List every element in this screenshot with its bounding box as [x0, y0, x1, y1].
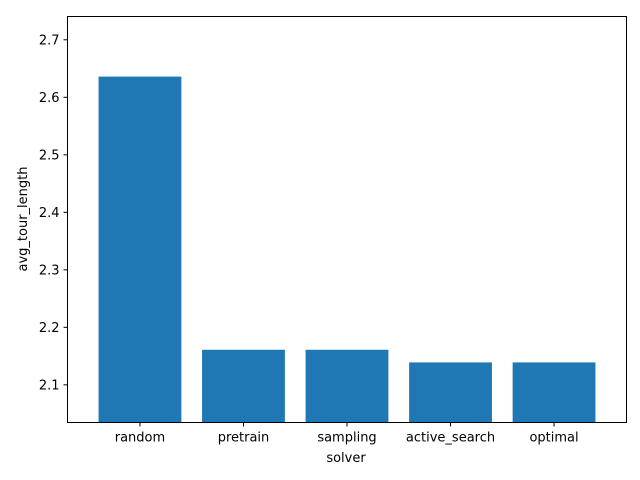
x-tick-label: random — [115, 431, 165, 446]
bar-pretrain — [202, 349, 285, 423]
plot-frame — [67, 16, 627, 423]
y-tick-label: 2.7 — [39, 33, 60, 48]
bar-sampling — [305, 349, 389, 423]
x-tick-label: sampling — [317, 431, 376, 446]
bars-group — [98, 76, 596, 423]
x-axis-ticks: random pretrain sampling active_search optim… — [115, 422, 579, 446]
bar-optimal — [512, 362, 596, 423]
bar-random — [98, 76, 182, 423]
y-axis-label: avg_tour_length — [16, 167, 31, 272]
x-tick-label: pretrain — [218, 431, 270, 446]
y-tick-label: 2.6 — [39, 91, 60, 106]
x-tick-label: optimal — [529, 431, 578, 446]
y-tick-label: 2.2 — [39, 321, 60, 336]
x-axis-label: solver — [326, 451, 366, 466]
y-tick-label: 2.4 — [39, 206, 60, 221]
y-tick-label: 2.3 — [39, 263, 60, 278]
y-tick-label: 2.1 — [39, 378, 60, 393]
y-axis-ticks: 2.1 2.2 2.3 2.4 2.5 2.6 2.7 — [39, 33, 68, 393]
x-tick-label: active_search — [406, 431, 495, 446]
bar-active-search — [409, 362, 492, 423]
y-tick-label: 2.5 — [39, 148, 60, 163]
